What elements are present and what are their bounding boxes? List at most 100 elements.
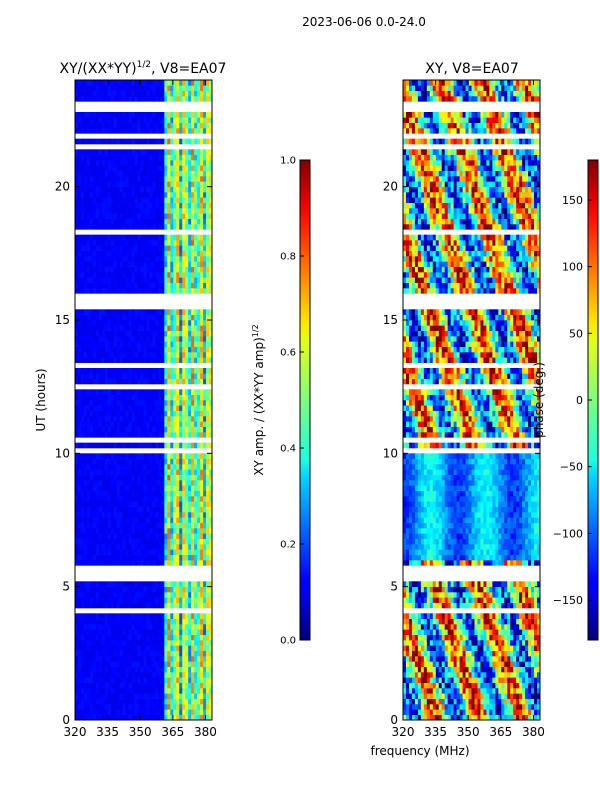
heatmap-cell	[105, 224, 108, 230]
heatmap-cell	[206, 245, 209, 251]
heatmap-cell	[188, 320, 191, 326]
heatmap-cell	[99, 187, 102, 193]
heatmap-cell	[167, 501, 170, 507]
heatmap-cell	[81, 208, 84, 214]
heatmap-cell	[167, 464, 170, 470]
heatmap-cell	[135, 512, 138, 518]
heatmap-cell	[164, 715, 167, 721]
heatmap-cell	[179, 149, 182, 155]
heatmap-cell	[170, 155, 173, 161]
heatmap-cell	[141, 347, 144, 353]
heatmap-cell	[108, 176, 111, 182]
heatmap-cell	[90, 373, 93, 379]
heatmap-cell	[78, 672, 81, 678]
heatmap-cell	[182, 656, 185, 662]
heatmap-cell	[99, 507, 102, 513]
heatmap-cell	[138, 187, 141, 193]
heatmap-cell	[111, 155, 114, 161]
heatmap-cell	[108, 352, 111, 358]
heatmap-cell	[197, 480, 200, 486]
heatmap-cell	[158, 592, 161, 598]
heatmap-cell	[81, 667, 84, 673]
heatmap-cell	[90, 91, 93, 97]
heatmap-cell	[203, 245, 206, 251]
heatmap-cell	[179, 379, 182, 385]
heatmap-cell	[194, 123, 197, 129]
heatmap-cell	[144, 288, 147, 294]
heatmap-cell	[78, 619, 81, 625]
heatmap-cell	[149, 427, 152, 433]
heatmap-cell	[206, 309, 209, 315]
heatmap-cell	[87, 645, 90, 651]
heatmap-cell	[87, 512, 90, 518]
heatmap-cell	[188, 405, 191, 411]
heatmap-cell	[191, 699, 194, 705]
heatmap-cell	[90, 667, 93, 673]
heatmap-cell	[93, 240, 96, 246]
heatmap-cell	[203, 395, 206, 401]
heatmap-cell	[149, 160, 152, 166]
heatmap-cell	[114, 683, 117, 689]
heatmap-cell	[146, 640, 149, 646]
heatmap-cell	[161, 336, 164, 342]
heatmap-cell	[114, 379, 117, 385]
heatmap-cell	[188, 517, 191, 523]
heatmap-cell	[185, 475, 188, 481]
heatmap-cell	[534, 715, 537, 721]
heatmap-cell	[149, 528, 152, 534]
heatmap-cell	[164, 181, 167, 187]
heatmap-cell	[129, 432, 132, 438]
heatmap-cell	[182, 416, 185, 422]
heatmap-cell	[179, 352, 182, 358]
heatmap-cell	[167, 592, 170, 598]
figure-title: 2023-06-06 0.0-24.0	[302, 15, 426, 29]
heatmap-cell	[87, 624, 90, 630]
heatmap-cell	[102, 480, 105, 486]
heatmap-cell	[144, 544, 147, 550]
heatmap-cell	[144, 219, 147, 225]
heatmap-cell	[164, 165, 167, 171]
heatmap-cell	[111, 251, 114, 257]
heatmap-cell	[84, 320, 87, 326]
heatmap-cell	[75, 549, 78, 555]
heatmap-cell	[161, 347, 164, 353]
heatmap-cell	[102, 453, 105, 459]
heatmap-cell	[179, 395, 182, 401]
heatmap-cell	[149, 288, 152, 294]
heatmap-cell	[111, 416, 114, 422]
heatmap-cell	[126, 171, 129, 177]
heatmap-cell	[152, 272, 155, 278]
heatmap-cell	[161, 629, 164, 635]
heatmap-cell	[84, 283, 87, 289]
heatmap-cell	[185, 96, 188, 102]
heatmap-cell	[164, 619, 167, 625]
heatmap-cell	[102, 427, 105, 433]
heatmap-cell	[167, 421, 170, 427]
heatmap-cell	[144, 224, 147, 230]
heatmap-cell	[191, 192, 194, 198]
heatmap-cell	[176, 544, 179, 550]
heatmap-cell	[126, 528, 129, 534]
heatmap-cell	[108, 549, 111, 555]
heatmap-cell	[158, 432, 161, 438]
heatmap-cell	[161, 272, 164, 278]
heatmap-cell	[96, 464, 99, 470]
heatmap-cell	[164, 117, 167, 123]
heatmap-cell	[84, 640, 87, 646]
heatmap-cell	[203, 512, 206, 518]
heatmap-cell	[135, 112, 138, 118]
heatmap-cell	[203, 400, 206, 406]
heatmap-cell	[436, 709, 439, 715]
heatmap-cell	[81, 549, 84, 555]
heatmap-cell	[120, 555, 123, 561]
heatmap-cell	[111, 347, 114, 353]
heatmap-cell	[108, 453, 111, 459]
heatmap-cell	[123, 357, 126, 363]
heatmap-cell	[117, 523, 120, 529]
heatmap-cell	[90, 320, 93, 326]
heatmap-cell	[200, 645, 203, 651]
heatmap-cell	[132, 288, 135, 294]
heatmap-cell	[102, 309, 105, 315]
heatmap-cell	[117, 373, 120, 379]
heatmap-cell	[173, 395, 176, 401]
